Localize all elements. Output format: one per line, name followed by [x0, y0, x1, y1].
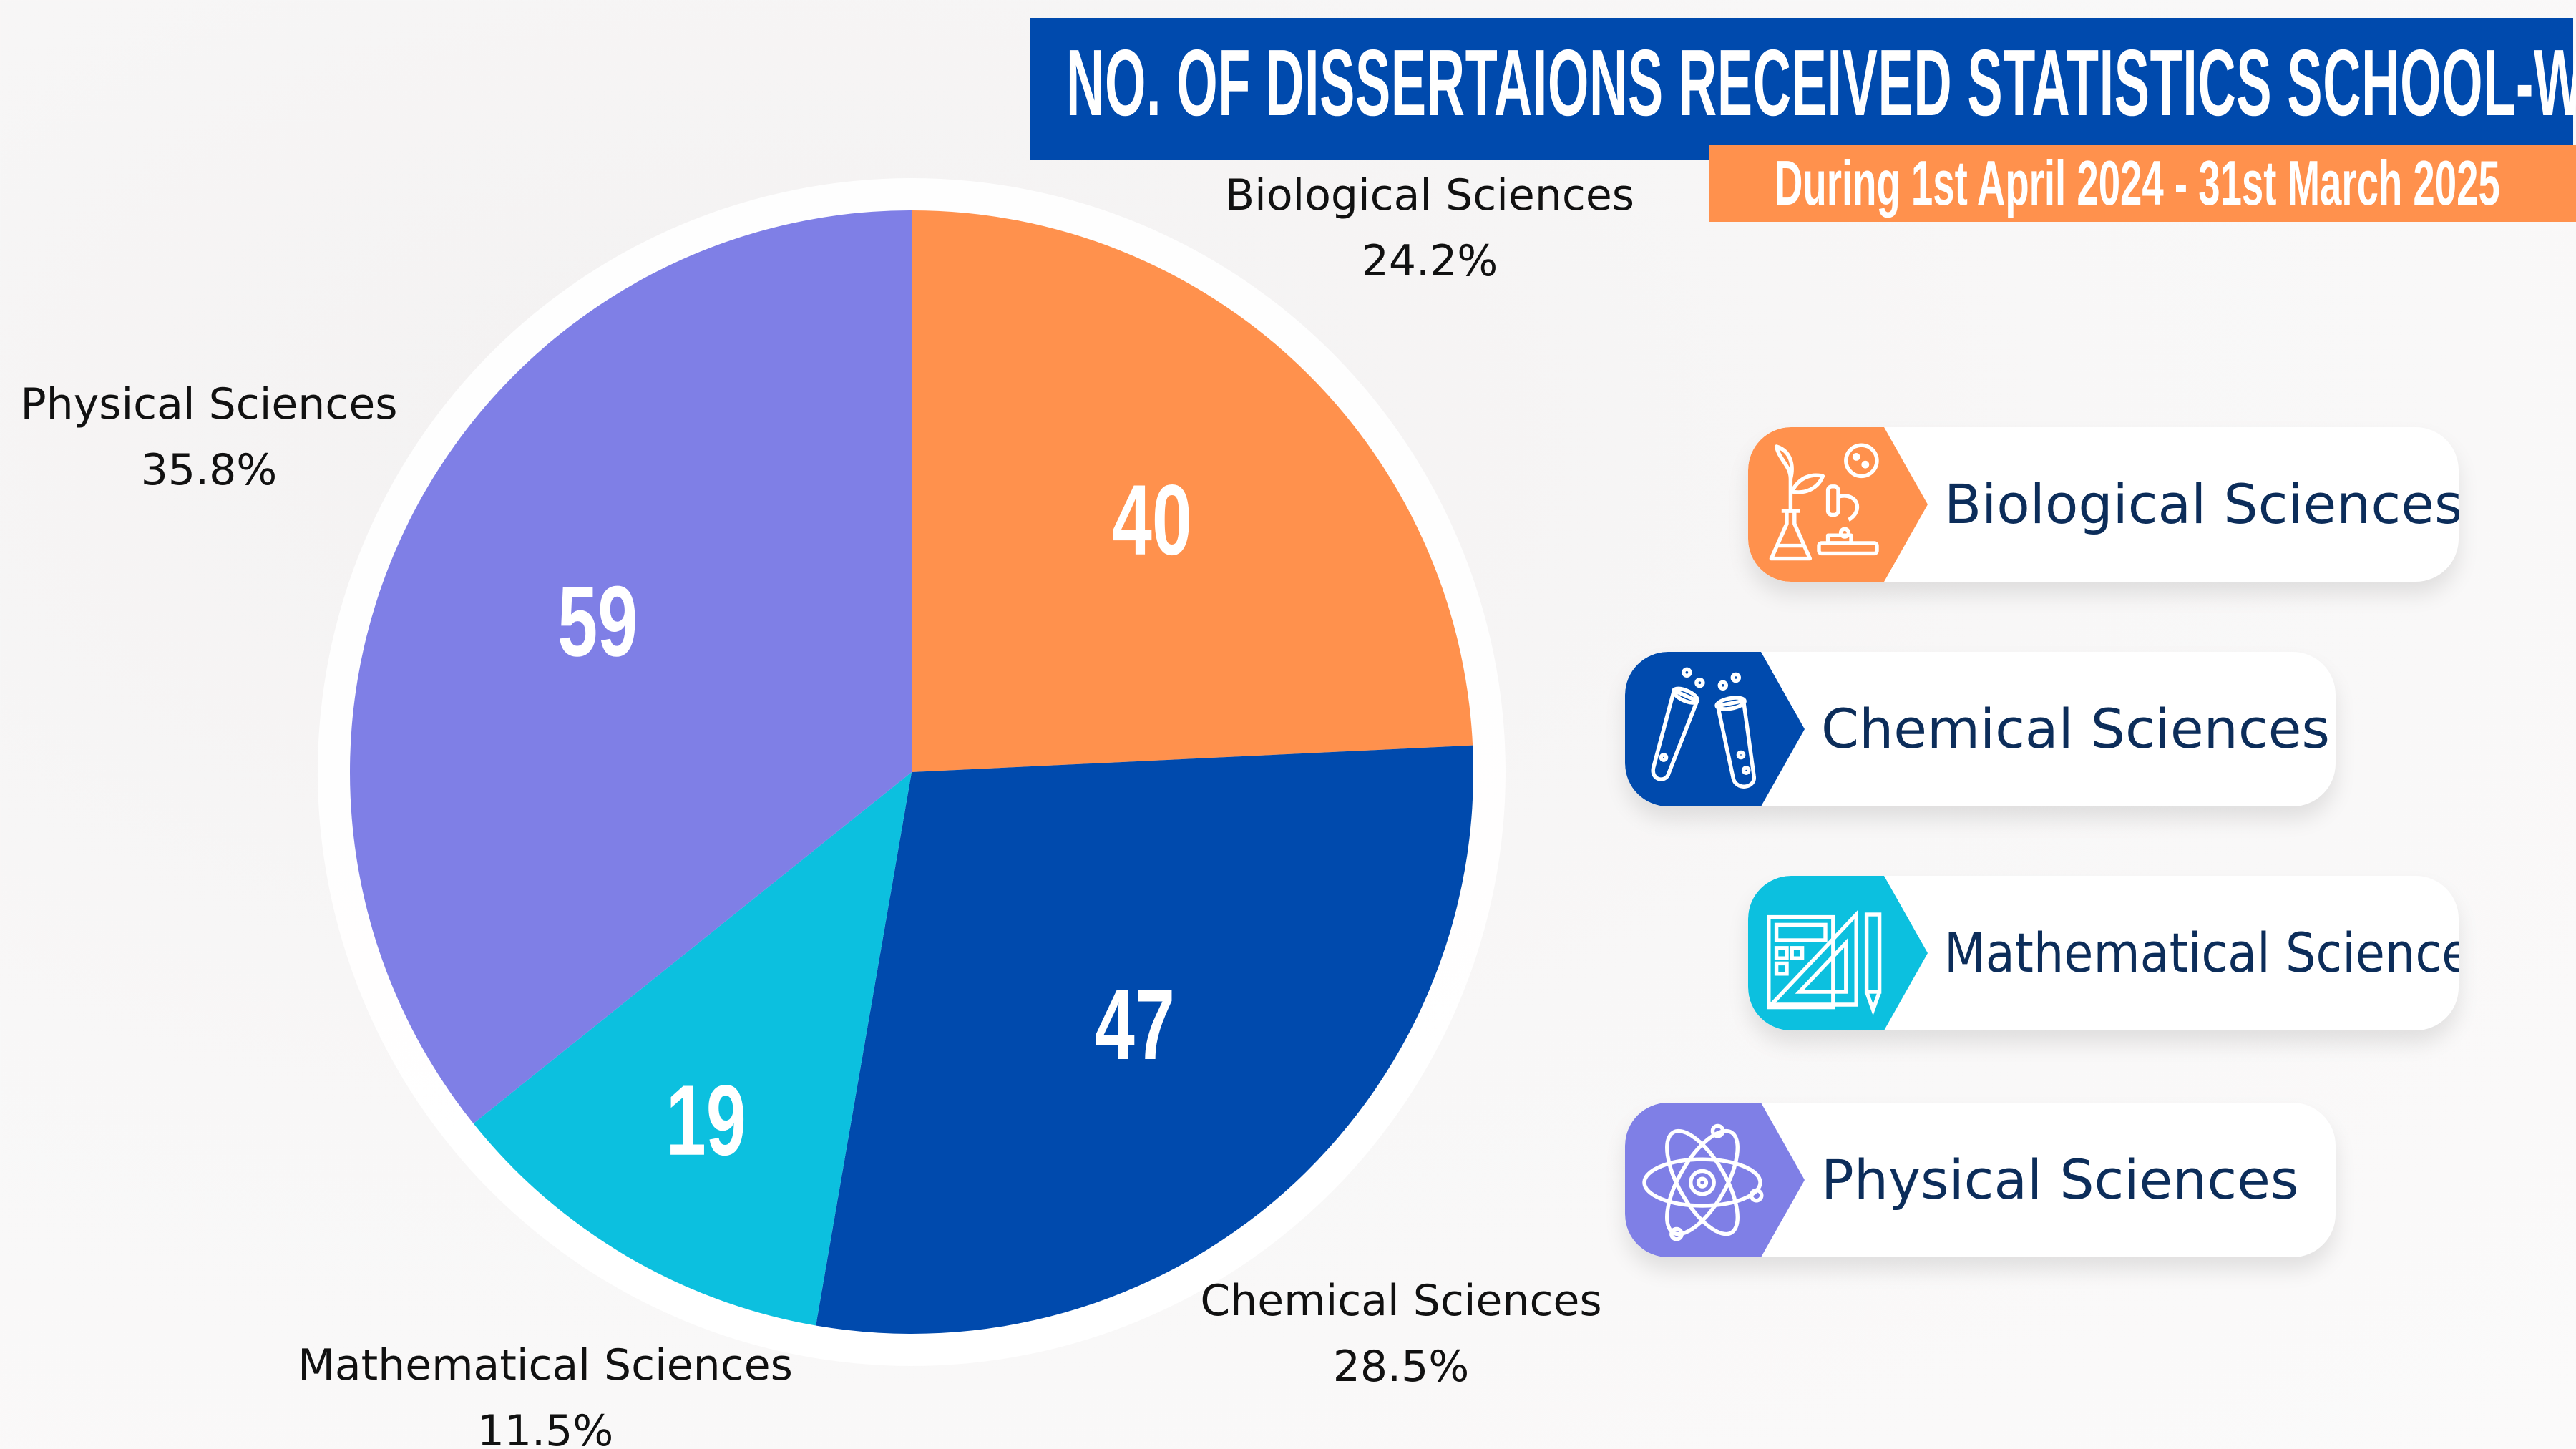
pie-slice-biological-sciences [912, 210, 1473, 772]
chart-title: NO. OF DISSERTAIONS RECEIVED STATISTICS … [1066, 30, 2576, 135]
slice-category-label: Biological Sciences [1225, 170, 1634, 220]
atom-icon [1625, 1103, 1805, 1257]
legend-item-mathematical: Mathematical Sciences [1748, 876, 2459, 1030]
legend-label: Physical Sciences [1821, 1148, 2299, 1211]
legend-label: Mathematical Sciences [1944, 921, 2459, 985]
test-tubes-icon [1625, 652, 1805, 806]
legend-item-chemical: Chemical Sciences [1625, 652, 2336, 806]
title-banner [1030, 18, 2573, 160]
slice-category-label: Chemical Sciences [1200, 1276, 1601, 1326]
pie-slice-mathematical-sciences [473, 772, 912, 1326]
slice-value-label: 59 [557, 565, 638, 677]
slice-value-label: 47 [1095, 969, 1175, 1080]
pie-slice-physical-sciences [350, 210, 912, 1124]
slice-percent-label: 24.2% [1362, 236, 1498, 286]
biology-lab-icon [1748, 427, 1928, 582]
slice-percent-label: 35.8% [141, 445, 278, 495]
legend-label: Chemical Sciences [1821, 697, 2330, 761]
calculator-ruler-icon [1748, 876, 1928, 1030]
pie-slice-chemical-sciences [816, 745, 1473, 1335]
slice-value-label: 19 [666, 1065, 746, 1176]
chart-subtitle: During 1st April 2024 - 31st March 2025 [1775, 147, 2500, 218]
legend-label: Biological Sciences [1944, 472, 2459, 536]
slice-percent-label: 28.5% [1333, 1342, 1470, 1392]
legend-item-biological: Biological Sciences [1748, 427, 2459, 582]
slice-category-label: Physical Sciences [21, 379, 398, 429]
slice-percent-label: 11.5% [477, 1406, 614, 1449]
slice-value-label: 40 [1112, 464, 1192, 576]
slice-category-label: Mathematical Sciences [298, 1340, 793, 1390]
subtitle-banner [1709, 145, 2576, 222]
legend-item-physical: Physical Sciences [1625, 1103, 2336, 1257]
